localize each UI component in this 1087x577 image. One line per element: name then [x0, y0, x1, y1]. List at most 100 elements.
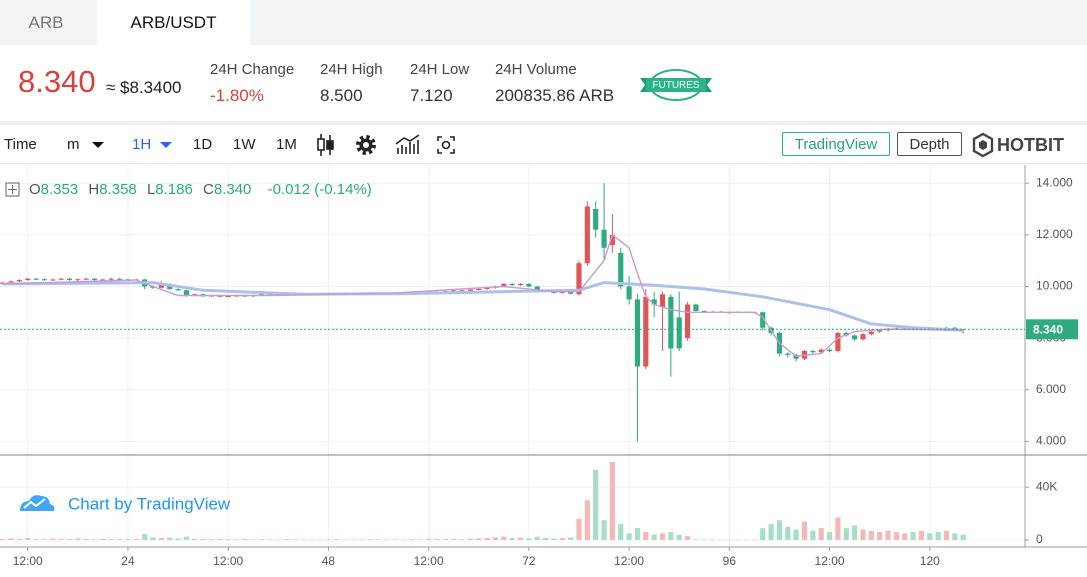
candle-body [83, 278, 89, 280]
volume-bar [768, 524, 774, 540]
stat-value: -1.80% [210, 86, 264, 105]
candle-body [601, 229, 607, 248]
volume-bar [492, 537, 499, 540]
candle-body [785, 353, 791, 355]
volume-bar [417, 539, 423, 540]
logo-hex-inner [979, 140, 987, 150]
volume-bar [150, 537, 156, 540]
volume-bar [902, 533, 908, 540]
candle-body [835, 332, 841, 351]
candle-body [100, 279, 106, 281]
volume-bar [659, 533, 666, 540]
volume-bar [242, 539, 248, 540]
volume-bar [568, 537, 574, 540]
separator [0, 121, 1087, 125]
interval-active[interactable]: 1H [132, 136, 152, 153]
legend-key: C [203, 181, 214, 198]
volume-bar [952, 533, 958, 540]
indicators-icon[interactable] [395, 134, 420, 154]
volume-bar [735, 539, 741, 541]
candle-body [451, 290, 457, 292]
x-tick-label: 120 [920, 554, 940, 568]
volume-bar [843, 528, 849, 540]
volume-bar [651, 534, 657, 540]
candle-body [66, 278, 73, 281]
toolbar-label: Time [4, 136, 37, 153]
volume-bar [935, 532, 941, 540]
depth-button[interactable]: Depth [897, 132, 962, 156]
interval[interactable]: 1D [193, 136, 213, 153]
stat-label: 24H Volume [495, 61, 577, 78]
candle-icon[interactable] [317, 134, 334, 156]
y-tick-label: 0 [1036, 532, 1043, 546]
volume-bar [142, 534, 148, 540]
volume-bar [718, 539, 724, 541]
volume-bar [384, 539, 390, 540]
candle-body [693, 304, 699, 311]
y-tick-label: 40K [1036, 479, 1057, 493]
candle-body [568, 291, 574, 294]
volume-bar [33, 539, 39, 540]
volume-bar [484, 538, 490, 540]
volume-bar [542, 538, 549, 540]
arrow [92, 142, 104, 148]
volume-bar [910, 532, 916, 540]
legend-value: 8.358 [99, 181, 137, 198]
volume-bar [250, 539, 256, 540]
volume-bar [593, 469, 599, 540]
volume-bar [342, 539, 348, 540]
candle-body [760, 312, 766, 328]
candle-body [860, 334, 866, 340]
interval[interactable]: 1M [276, 136, 297, 153]
brand-logo: HOTBIT [972, 132, 1064, 158]
volume-bar [292, 539, 298, 540]
futures-badge[interactable]: FUTURES [640, 68, 712, 102]
volume-bar [125, 539, 131, 540]
legend-icon[interactable] [5, 182, 20, 197]
volume-bar [826, 532, 833, 540]
volume-bar [960, 534, 966, 540]
volume-bar [200, 539, 206, 540]
candle-body [651, 299, 657, 305]
volume-bar [117, 538, 123, 540]
dropdown-arrow[interactable] [159, 140, 173, 150]
watermark-logo [23, 498, 46, 509]
volume-bar [317, 539, 323, 540]
volume-bar [893, 532, 899, 540]
interval-minute[interactable]: m [67, 136, 80, 153]
ribbon [646, 78, 706, 92]
y-tick-label: 12.000 [1036, 227, 1073, 241]
volume-bar [300, 539, 306, 540]
interval[interactable]: 1W [233, 136, 256, 153]
tab-active[interactable]: ARB/USDT [97, 0, 250, 45]
tradingview-button[interactable]: TradingView [782, 132, 890, 156]
legend-key: L [147, 181, 155, 198]
x-tick-label: 12:00 [614, 554, 644, 568]
x-tick-label: 72 [522, 554, 536, 568]
candle-body [534, 286, 540, 291]
volume-bar [309, 539, 315, 540]
volume-bar [943, 530, 950, 540]
tab[interactable]: ARB [28, 13, 64, 32]
candle-body [593, 209, 599, 230]
x-tick-label: 48 [322, 554, 336, 568]
candle-body [526, 283, 532, 287]
volume-bar [918, 530, 925, 540]
legend-toggle [5, 182, 20, 197]
candle-body [684, 304, 691, 339]
volume-bar [726, 539, 732, 541]
last-price: 8.340 [18, 64, 96, 99]
candle-body [183, 290, 190, 296]
screenshot-icon[interactable] [437, 136, 455, 154]
volume-bar [701, 539, 707, 540]
volume-bar [885, 530, 891, 540]
dropdown-arrow[interactable] [91, 140, 105, 150]
volume-bar [83, 538, 89, 540]
volume-bar [183, 536, 190, 540]
candle-body [517, 283, 524, 286]
settings-icon[interactable] [356, 135, 376, 155]
volume-bar [601, 520, 607, 540]
candle-body [91, 278, 98, 281]
x-tick-label: 12:00 [815, 554, 845, 568]
